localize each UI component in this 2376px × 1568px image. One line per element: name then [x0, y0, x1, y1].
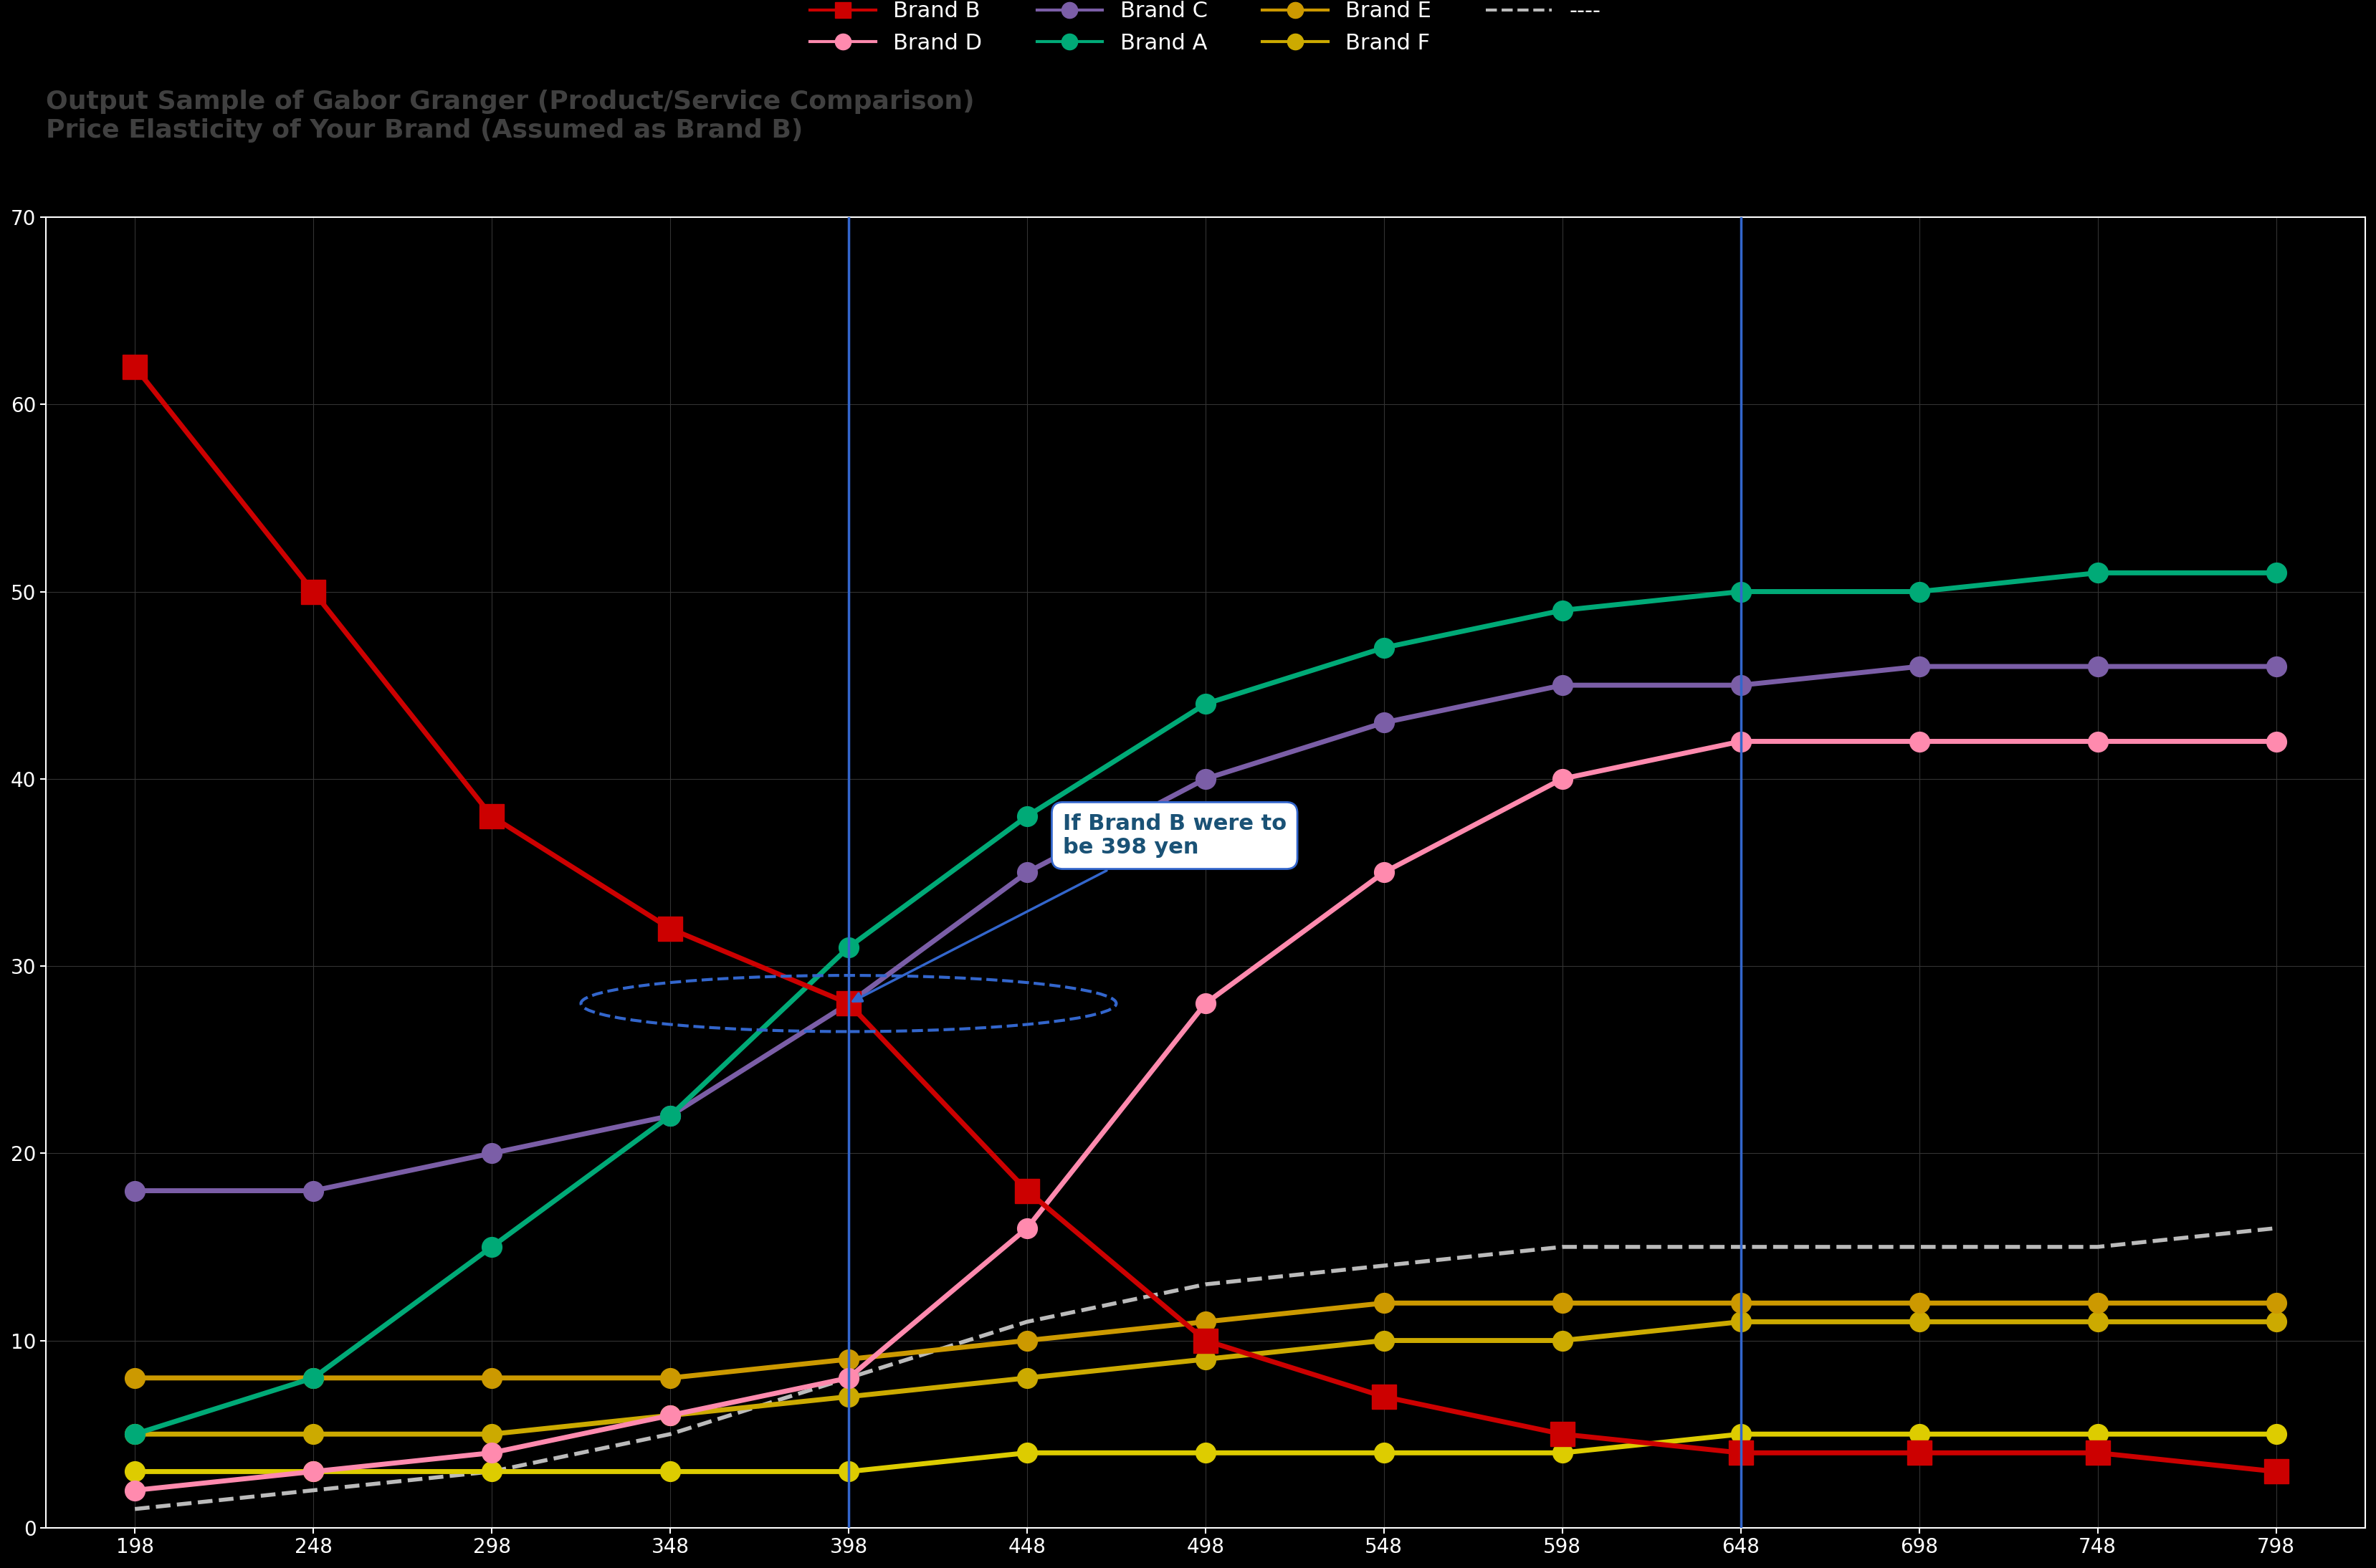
Text: Output Sample of Gabor Granger (Product/Service Comparison)
Price Elasticity of : Output Sample of Gabor Granger (Product/… — [45, 89, 974, 143]
Legend: Brand B, Brand D, Brand C, Brand A, Brand E, Brand F, ----: Brand B, Brand D, Brand C, Brand A, Bran… — [801, 0, 1609, 63]
Text: If Brand B were to
be 398 yen: If Brand B were to be 398 yen — [853, 814, 1285, 1002]
